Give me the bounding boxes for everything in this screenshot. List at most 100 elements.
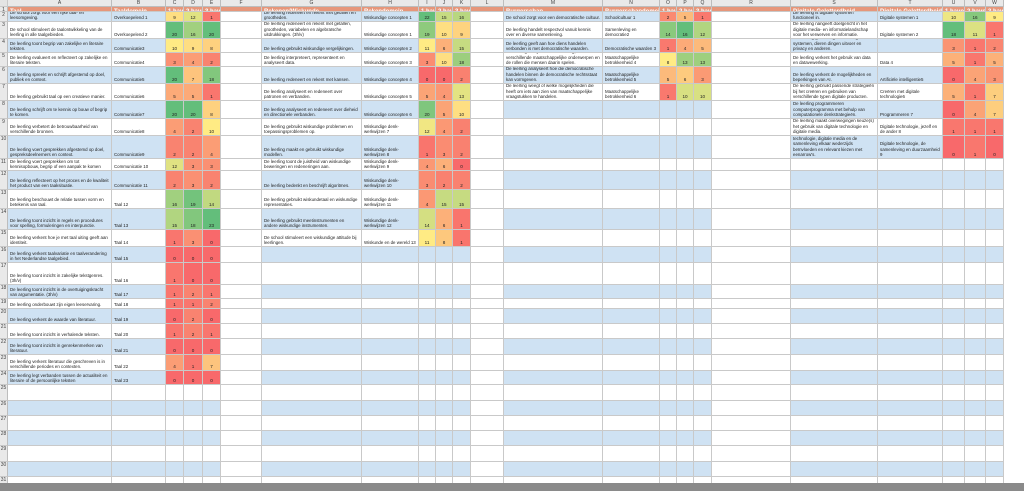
- empty-cell[interactable]: [660, 299, 677, 309]
- row-number-11[interactable]: 11: [0, 159, 8, 171]
- row-number-21[interactable]: 21: [0, 324, 8, 339]
- column-header-g[interactable]: G: [262, 0, 362, 7]
- empty-cell[interactable]: [791, 401, 878, 416]
- empty-cell[interactable]: [453, 339, 471, 355]
- header-burgerschap-1[interactable]: Burgerschapdomein: [603, 7, 660, 12]
- empty-cell[interactable]: [221, 67, 262, 84]
- row-number-4[interactable]: 4: [0, 39, 8, 53]
- header-rekenen-3[interactable]: 2 havo: [436, 7, 453, 12]
- empty-cell[interactable]: [712, 230, 791, 247]
- empty-cell[interactable]: [694, 190, 712, 209]
- score-cell[interactable]: 1: [965, 53, 986, 67]
- empty-cell[interactable]: [712, 355, 791, 371]
- empty-cell[interactable]: [504, 247, 603, 263]
- score-cell[interactable]: 10: [203, 119, 221, 136]
- empty-cell[interactable]: [694, 324, 712, 339]
- score-cell[interactable]: 15: [436, 190, 453, 209]
- row-number-27[interactable]: 27: [0, 416, 8, 431]
- empty-cell[interactable]: [791, 285, 878, 299]
- score-cell[interactable]: 4: [419, 190, 436, 209]
- empty-cell[interactable]: [712, 171, 791, 190]
- score-cell[interactable]: 9: [184, 39, 203, 53]
- score-cell[interactable]: 0: [166, 339, 184, 355]
- empty-cell[interactable]: [419, 371, 436, 385]
- empty-cell[interactable]: [660, 230, 677, 247]
- score-cell[interactable]: 13: [694, 53, 712, 67]
- empty-cell[interactable]: [112, 401, 166, 416]
- empty-cell[interactable]: [677, 159, 694, 171]
- empty-cell[interactable]: [986, 431, 1004, 446]
- score-cell[interactable]: 20: [203, 22, 221, 39]
- row-number-23[interactable]: 23: [0, 355, 8, 371]
- empty-cell[interactable]: [504, 309, 603, 324]
- row-number-18[interactable]: 18: [0, 285, 8, 299]
- row-number-24[interactable]: 24: [0, 371, 8, 385]
- empty-cell[interactable]: [471, 39, 504, 53]
- score-cell[interactable]: 3: [184, 159, 203, 171]
- row-number-30[interactable]: 30: [0, 462, 8, 477]
- empty-cell[interactable]: [965, 171, 986, 190]
- empty-cell[interactable]: [221, 119, 262, 136]
- empty-cell[interactable]: [712, 285, 791, 299]
- empty-cell[interactable]: [471, 446, 504, 462]
- empty-cell[interactable]: [419, 385, 436, 401]
- empty-cell[interactable]: [184, 416, 203, 431]
- empty-cell[interactable]: [965, 324, 986, 339]
- empty-cell[interactable]: [878, 263, 943, 285]
- score-cell[interactable]: 0: [184, 247, 203, 263]
- score-cell[interactable]: 6: [436, 159, 453, 171]
- score-cell[interactable]: 1: [203, 285, 221, 299]
- row-number-19[interactable]: 19: [0, 299, 8, 309]
- column-header-w[interactable]: W: [986, 0, 1004, 7]
- score-cell[interactable]: 1: [965, 84, 986, 101]
- score-cell[interactable]: 5: [986, 53, 1004, 67]
- empty-cell[interactable]: [112, 385, 166, 401]
- empty-cell[interactable]: [471, 416, 504, 431]
- empty-cell[interactable]: [677, 431, 694, 446]
- empty-cell[interactable]: [603, 401, 660, 416]
- empty-cell[interactable]: [660, 136, 677, 159]
- score-cell[interactable]: 11: [419, 39, 436, 53]
- empty-cell[interactable]: [694, 385, 712, 401]
- score-cell[interactable]: 1: [166, 324, 184, 339]
- score-cell[interactable]: 0: [203, 309, 221, 324]
- score-cell[interactable]: 7: [986, 84, 1004, 101]
- empty-cell[interactable]: [878, 209, 943, 230]
- empty-cell[interactable]: [471, 431, 504, 446]
- empty-cell[interactable]: [712, 39, 791, 53]
- empty-cell[interactable]: [184, 446, 203, 462]
- empty-cell[interactable]: [677, 371, 694, 385]
- empty-cell[interactable]: [419, 339, 436, 355]
- empty-cell[interactable]: [603, 159, 660, 171]
- empty-cell[interactable]: [660, 101, 677, 119]
- score-cell[interactable]: 5: [166, 84, 184, 101]
- empty-cell[interactable]: [791, 230, 878, 247]
- empty-cell[interactable]: [943, 355, 965, 371]
- score-cell[interactable]: 8: [203, 39, 221, 53]
- column-header-r[interactable]: R: [712, 0, 791, 7]
- score-cell[interactable]: 4: [965, 67, 986, 84]
- empty-cell[interactable]: [712, 324, 791, 339]
- empty-cell[interactable]: [677, 285, 694, 299]
- empty-cell[interactable]: [712, 416, 791, 431]
- empty-cell[interactable]: [694, 119, 712, 136]
- empty-cell[interactable]: [362, 385, 419, 401]
- row-number-15[interactable]: 15: [0, 230, 8, 247]
- empty-cell[interactable]: [791, 462, 878, 477]
- empty-cell[interactable]: [694, 309, 712, 324]
- empty-cell[interactable]: [262, 309, 362, 324]
- score-cell[interactable]: 14: [419, 209, 436, 230]
- empty-cell[interactable]: [986, 247, 1004, 263]
- score-cell[interactable]: 2: [203, 53, 221, 67]
- score-cell[interactable]: 2: [184, 324, 203, 339]
- empty-cell[interactable]: [986, 230, 1004, 247]
- score-cell[interactable]: 2: [453, 171, 471, 190]
- empty-cell[interactable]: [504, 324, 603, 339]
- empty-cell[interactable]: [221, 324, 262, 339]
- column-header-d[interactable]: D: [184, 0, 203, 7]
- empty-cell[interactable]: [166, 401, 184, 416]
- empty-cell[interactable]: [419, 355, 436, 371]
- score-cell[interactable]: 1: [203, 12, 221, 22]
- empty-cell[interactable]: [694, 101, 712, 119]
- score-cell[interactable]: 1: [453, 230, 471, 247]
